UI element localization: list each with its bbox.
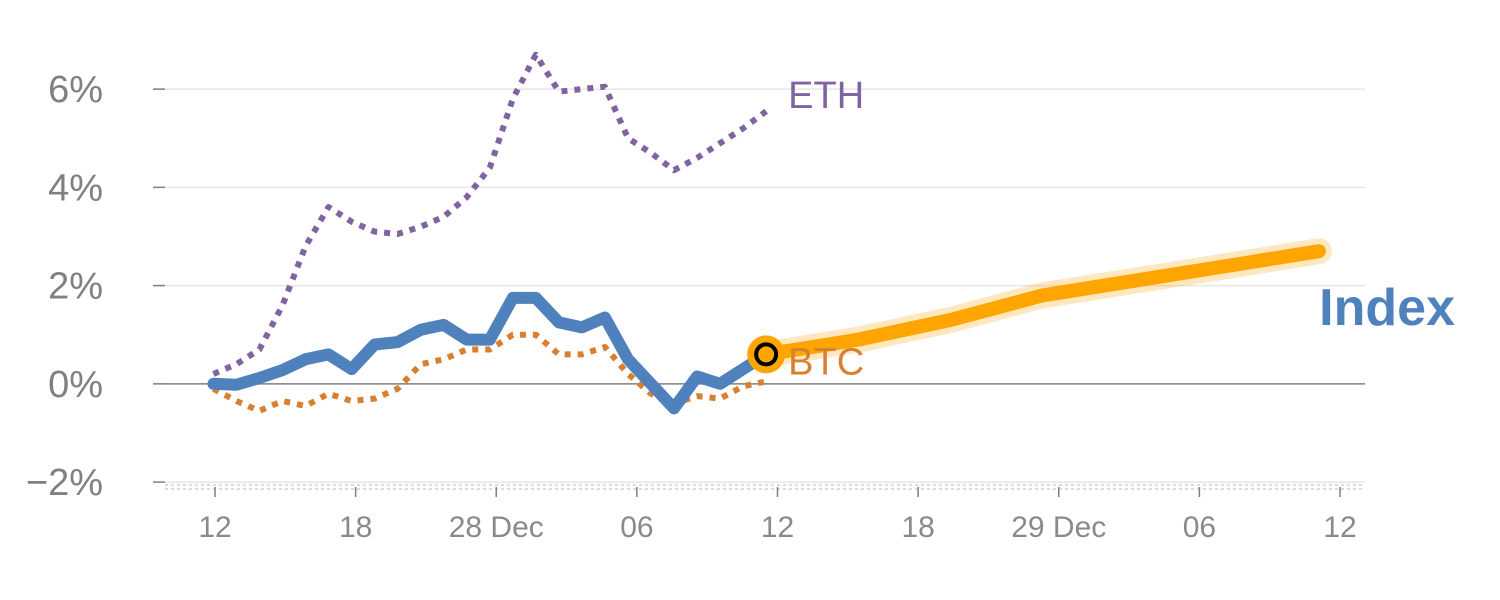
- eth-series-line: [212, 51, 768, 377]
- x-tick-label: 28 Dec: [449, 511, 544, 544]
- x-tick-label: 12: [761, 511, 794, 544]
- y-tick-label: 2%: [48, 266, 103, 308]
- btc-series-label: BTC: [788, 341, 864, 383]
- y-tick-label: 0%: [48, 364, 103, 406]
- index-forecast-line: [759, 244, 1326, 362]
- index-series-label: Index: [1319, 279, 1455, 337]
- x-tick-label: 06: [620, 511, 653, 544]
- highlight-point: [754, 342, 779, 367]
- x-axis-ticks: 12 18 28 Dec 06 12 18 29 Dec 06 12: [198, 487, 1357, 544]
- eth-series-label: ETH: [788, 75, 864, 117]
- series-labels: ETH BTC Index: [788, 75, 1455, 383]
- y-tick-label: 4%: [48, 167, 103, 209]
- x-tick-label: 18: [901, 511, 934, 544]
- series-lines: [207, 51, 1332, 415]
- x-tick-label: 18: [339, 511, 372, 544]
- x-tick-label: 12: [1323, 511, 1356, 544]
- y-axis-ticks: −2% 0% 2% 4% 6%: [26, 69, 165, 504]
- x-tick-label: 29 Dec: [1011, 511, 1106, 544]
- y-tick-label: −2%: [26, 462, 103, 504]
- x-tick-label: 12: [198, 511, 231, 544]
- y-tick-label: 6%: [48, 69, 103, 111]
- x-tick-label: 06: [1183, 511, 1216, 544]
- index-series-line: [207, 291, 773, 415]
- axes: [165, 383, 1365, 490]
- grid-lines: [165, 88, 1365, 483]
- highlight-point-ring: [747, 335, 786, 374]
